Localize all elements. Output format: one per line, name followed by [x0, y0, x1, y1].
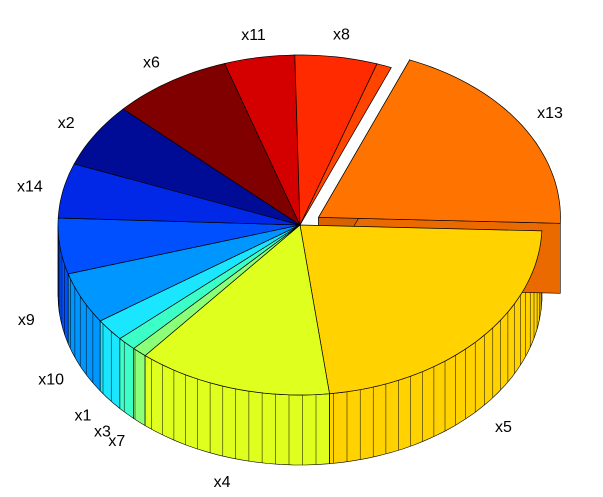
label-x6: x6	[143, 55, 160, 72]
slice-x13	[317, 59, 561, 224]
slice-x8	[294, 54, 378, 226]
label-x9: x9	[18, 312, 35, 329]
label-x1: x1	[75, 408, 92, 425]
slice-x14	[57, 163, 301, 226]
slice-x4	[144, 224, 330, 396]
slice-x2	[73, 108, 301, 226]
label-x5: x5	[495, 419, 512, 436]
slice-x9	[57, 217, 301, 275]
label-x14: x14	[17, 179, 43, 196]
pie-top-faces	[57, 54, 561, 396]
label-x8: x8	[333, 26, 350, 43]
label-x2: x2	[58, 115, 75, 132]
label-x3: x3	[94, 423, 111, 440]
slice-x11	[224, 54, 301, 226]
slice-x6	[122, 63, 301, 226]
label-x10: x10	[38, 372, 64, 389]
slice-x5	[299, 224, 543, 395]
slice-x12	[299, 63, 392, 226]
side-wall-x3	[119, 338, 134, 420]
label-x11: x11	[241, 27, 266, 44]
label-x13: x13	[537, 105, 563, 122]
label-x7: x7	[108, 433, 125, 450]
label-x4: x4	[214, 474, 231, 491]
side-wall-x7	[133, 347, 146, 427]
slice-x10	[67, 224, 301, 322]
